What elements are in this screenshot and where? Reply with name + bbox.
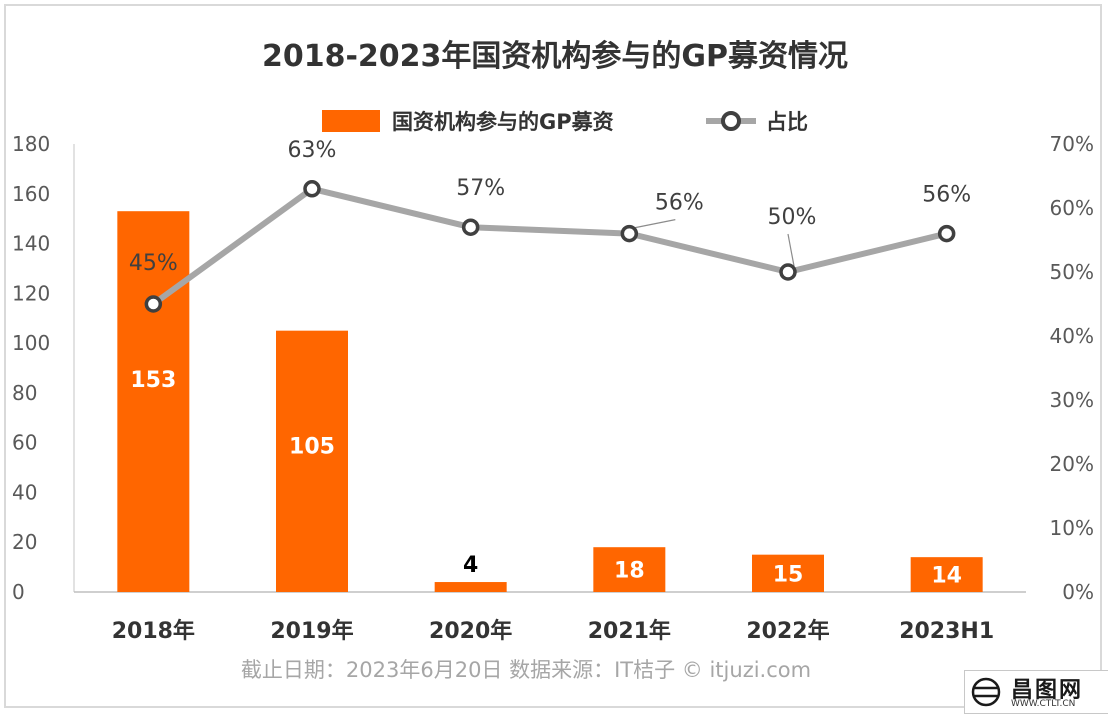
left-axis-tick-label: 60 — [12, 431, 37, 455]
combo-chart: 2018-2023年国资机构参与的GP募资情况 国资机构参与的GP募资 占比 0… — [12, 39, 1094, 682]
ratio-point — [303, 180, 321, 198]
x-axis-tick-label: 2019年 — [270, 618, 353, 644]
x-axis-tick-label: 2023H1 — [899, 619, 994, 644]
x-axis-tick-label: 2020年 — [429, 618, 512, 644]
ratio-line-path — [151, 185, 948, 307]
bar — [593, 547, 666, 592]
x-axis-tick-label: 2022年 — [746, 618, 829, 644]
ratio-value-label: 45% — [129, 251, 178, 276]
globe-logo-icon — [971, 677, 1001, 707]
axes: 0 20 40 60 80 100 120 140 160 180 0% 10% 20% 30% 40% 50… — [12, 132, 1094, 644]
right-axis-tick-label: 0% — [1062, 580, 1094, 604]
watermark-url: WWW.CTLT.CN — [1011, 699, 1076, 709]
right-axis-tick-label: 20% — [1050, 452, 1094, 476]
right-axis-tick-label: 50% — [1050, 260, 1094, 284]
right-axis-tick-label: 10% — [1050, 516, 1094, 540]
right-axis-tick-label: 40% — [1050, 324, 1094, 348]
ratio-point — [937, 224, 956, 243]
left-axis-tick-label: 140 — [12, 232, 50, 256]
bar — [117, 211, 190, 592]
ratio-line: 45% 63% 57% 56% 50% 56% — [129, 138, 971, 313]
right-axis-tick-label: 30% — [1050, 388, 1094, 412]
legend-bar-swatch — [322, 110, 380, 132]
ratio-point — [620, 224, 639, 243]
bar — [752, 554, 824, 592]
leader-line — [787, 233, 795, 267]
x-axis-tick-label: 2021年 — [588, 618, 671, 644]
bar-value-label: 15 — [773, 562, 804, 587]
bar — [910, 557, 983, 592]
bar — [434, 582, 507, 592]
leader-line — [635, 219, 676, 229]
left-axis-tick-label: 160 — [12, 182, 50, 206]
left-axis-tick-label: 120 — [12, 281, 50, 305]
left-axis-tick-label: 40 — [12, 480, 37, 504]
chart-frame: 2018-2023年国资机构参与的GP募资情况 国资机构参与的GP募资 占比 0… — [4, 4, 1108, 714]
chart-title: 2018-2023年国资机构参与的GP募资情况 — [262, 39, 848, 74]
ratio-value-label: 56% — [922, 183, 971, 208]
bar — [276, 330, 348, 592]
source-note: 截止日期：2023年6月20日 数据来源：IT桔子 © itjuzi.com — [241, 658, 811, 682]
legend-bar-label: 国资机构参与的GP募资 — [392, 110, 614, 134]
bar-value-label: 153 — [130, 368, 176, 393]
ratio-point — [779, 263, 797, 281]
legend-line-marker — [721, 111, 741, 131]
right-axis-tick-label: 60% — [1050, 196, 1094, 220]
legend-line-label: 占比 — [766, 110, 808, 134]
left-axis-tick-label: 20 — [12, 530, 37, 554]
left-axis-tick-label: 80 — [12, 381, 37, 405]
watermark-badge: 昌图网 WWW.CTLT.CN — [964, 670, 1108, 714]
left-axis-tick-label: 100 — [12, 331, 50, 355]
left-axis-tick-label: 0 — [12, 580, 25, 604]
right-axis-tick-label: 70% — [1050, 132, 1094, 156]
bars: 153 105 4 18 15 14 — [117, 211, 983, 592]
bar-value-label: 4 — [463, 553, 478, 578]
legend: 国资机构参与的GP募资 占比 — [322, 110, 808, 134]
bar-value-label: 18 — [614, 559, 645, 584]
ratio-point — [144, 295, 163, 313]
ratio-value-label: 50% — [768, 205, 817, 230]
ratio-point — [461, 218, 480, 236]
bar-value-label: 14 — [931, 564, 962, 589]
ratio-value-label: 56% — [655, 191, 704, 216]
x-axis-tick-label: 2018年 — [112, 618, 195, 644]
ratio-value-label: 63% — [288, 138, 337, 163]
left-axis-tick-label: 180 — [12, 132, 50, 156]
ratio-value-label: 57% — [456, 176, 505, 201]
watermark-name: 昌图网 — [1011, 678, 1084, 703]
bar-value-label: 105 — [289, 435, 335, 460]
